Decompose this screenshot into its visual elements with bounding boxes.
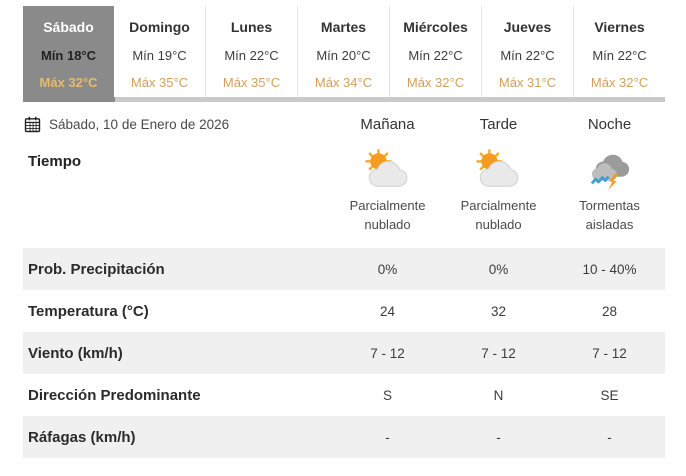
selected-date: Sábado, 10 de Enero de 2026 <box>23 116 332 133</box>
day-tab-bar: Sábado Mín 18°C Máx 32°C Domingo Mín 19°… <box>23 6 665 97</box>
value-manana: - <box>385 429 390 445</box>
tab-viernes[interactable]: Viernes Mín 22°C Máx 32°C <box>573 6 665 97</box>
column-header-noche: Noche <box>587 115 632 133</box>
weather-caption: Parcialmente nublado <box>460 198 537 232</box>
tab-max-temp: Máx 34°C <box>314 75 373 90</box>
value-manana: 24 <box>379 303 396 319</box>
value-tarde: 32 <box>490 303 507 319</box>
value-manana: S <box>382 387 392 403</box>
tab-max-temp: Máx 32°C <box>590 75 649 90</box>
value-tarde: 7 - 12 <box>481 345 516 361</box>
tab-min-temp: Mín 22°C <box>592 48 647 63</box>
row-label-tiempo: Tiempo <box>28 153 82 170</box>
tab-max-temp: Máx 35°C <box>222 75 281 90</box>
value-noche: 7 - 12 <box>592 345 627 361</box>
value-noche: SE <box>600 387 619 403</box>
tab-day-label: Lunes <box>230 19 273 35</box>
row-gusts: Ráfagas (km/h) - - - <box>23 416 665 458</box>
row-label: Dirección Predominante <box>28 386 201 404</box>
value-tarde: - <box>496 429 501 445</box>
tab-day-label: Sábado <box>43 19 94 35</box>
row-wind-direction: Dirección Predominante S N SE <box>23 374 665 416</box>
weather-forecast-widget: Sábado Mín 18°C Máx 32°C Domingo Mín 19°… <box>23 6 666 458</box>
tab-max-temp: Máx 31°C <box>498 75 557 90</box>
column-header-manana: Mañana <box>360 115 415 133</box>
tab-day-label: Jueves <box>503 19 552 35</box>
weather-cell-manana: Parcialmente nublado <box>332 144 443 248</box>
row-temperature: Temperatura (°C) 24 32 28 <box>23 290 665 332</box>
row-label: Viento (km/h) <box>28 344 123 362</box>
row-label: Prob. Precipitación <box>28 260 165 278</box>
value-noche: 10 - 40% <box>582 261 637 277</box>
column-header-tarde: Tarde <box>479 115 518 133</box>
weather-caption: Parcialmente nublado <box>349 198 426 232</box>
calendar-icon <box>24 116 41 133</box>
tab-min-temp: Mín 22°C <box>224 48 279 63</box>
storm-cloud-icon <box>586 148 634 192</box>
tab-min-temp: Mín 22°C <box>408 48 463 63</box>
tab-day-label: Miércoles <box>403 19 468 35</box>
value-noche: - <box>607 429 612 445</box>
value-manana: 0% <box>377 261 398 277</box>
tab-sabado[interactable]: Sábado Mín 18°C Máx 32°C <box>23 6 114 97</box>
value-manana: 7 - 12 <box>370 345 405 361</box>
row-label: Ráfagas (km/h) <box>28 428 136 446</box>
tab-day-label: Martes <box>320 19 367 35</box>
value-noche: 28 <box>601 303 618 319</box>
tab-lunes[interactable]: Lunes Mín 22°C Máx 35°C <box>205 6 297 97</box>
tab-min-temp: Mín 20°C <box>316 48 371 63</box>
tab-min-temp: Mín 18°C <box>40 48 97 63</box>
tab-min-temp: Mín 19°C <box>132 48 187 63</box>
tab-martes[interactable]: Martes Mín 20°C Máx 34°C <box>297 6 389 97</box>
tab-underline-strip <box>23 97 666 102</box>
tab-max-temp: Máx 32°C <box>406 75 465 90</box>
tab-domingo[interactable]: Domingo Mín 19°C Máx 35°C <box>114 6 205 97</box>
tab-day-label: Domingo <box>129 19 190 35</box>
subheader-row: Sábado, 10 de Enero de 2026 Mañana Tarde… <box>23 110 665 138</box>
weather-row: Tiempo Parcialmente nublado Parcialmente… <box>23 144 665 248</box>
sun-behind-cloud-icon <box>364 148 412 192</box>
tab-jueves[interactable]: Jueves Mín 22°C Máx 31°C <box>481 6 573 97</box>
tab-max-temp: Máx 35°C <box>130 75 189 90</box>
tab-max-temp: Máx 32°C <box>39 75 98 90</box>
row-wind: Viento (km/h) 7 - 12 7 - 12 7 - 12 <box>23 332 665 374</box>
tab-min-temp: Mín 22°C <box>500 48 555 63</box>
tab-day-label: Viernes <box>594 19 645 35</box>
value-tarde: 0% <box>488 261 509 277</box>
row-precipitation: Prob. Precipitación 0% 0% 10 - 40% <box>23 248 665 290</box>
date-text: Sábado, 10 de Enero de 2026 <box>49 116 230 132</box>
value-tarde: N <box>493 387 504 403</box>
row-label: Temperatura (°C) <box>28 302 149 320</box>
weather-cell-noche: Tormentas aisladas <box>554 144 665 248</box>
weather-cell-tarde: Parcialmente nublado <box>443 144 554 248</box>
tab-miercoles[interactable]: Miércoles Mín 22°C Máx 32°C <box>389 6 481 97</box>
weather-caption: Tormentas aisladas <box>579 198 640 232</box>
sun-behind-cloud-icon <box>475 148 523 192</box>
